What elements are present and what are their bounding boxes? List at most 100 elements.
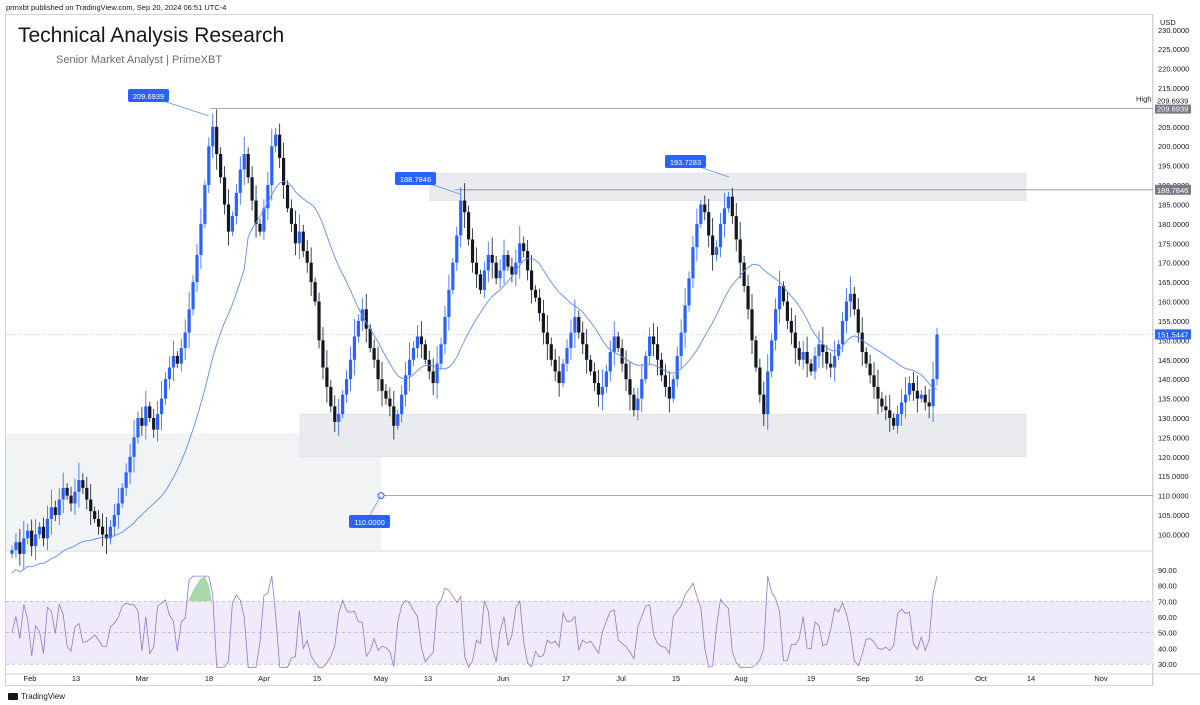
candle xyxy=(892,418,896,426)
y-tick-label: 150.0000 xyxy=(1158,336,1189,345)
candle xyxy=(242,154,246,170)
candle xyxy=(821,344,825,352)
candle xyxy=(140,418,144,426)
candle xyxy=(77,480,81,492)
candle xyxy=(899,402,904,415)
candle xyxy=(415,336,420,349)
candle xyxy=(868,363,872,376)
candle xyxy=(474,262,479,275)
x-tick-label: 15 xyxy=(313,674,321,683)
y-tick-label: 165.0000 xyxy=(1158,278,1189,287)
candle xyxy=(285,185,290,209)
x-tick-label: Jun xyxy=(497,674,509,683)
candle xyxy=(577,317,581,333)
candle xyxy=(730,196,734,217)
candle xyxy=(419,336,423,345)
candle xyxy=(156,414,160,430)
candle xyxy=(356,320,360,337)
candle xyxy=(691,247,695,279)
candle xyxy=(132,437,136,457)
candle xyxy=(561,363,565,384)
tradingview-logo-icon xyxy=(8,693,18,700)
candle xyxy=(813,355,817,372)
candle xyxy=(41,526,46,539)
candle xyxy=(459,200,463,236)
candle xyxy=(655,344,660,360)
y-tick-label: 160.0000 xyxy=(1158,298,1189,307)
candle xyxy=(651,336,656,345)
rsi-tick-label: 80.00 xyxy=(1158,582,1177,591)
y-tick-label: 125.0000 xyxy=(1158,433,1189,442)
last-price-badge xyxy=(1155,329,1191,340)
candle xyxy=(533,289,538,298)
moving-average-line xyxy=(11,180,938,574)
candle xyxy=(616,336,620,349)
candle xyxy=(840,320,845,345)
x-tick-label: Nov xyxy=(1094,674,1108,683)
candle xyxy=(722,208,727,224)
candle xyxy=(758,367,762,395)
candle xyxy=(927,402,931,407)
candle xyxy=(455,235,459,263)
rsi-tick-label: 30.00 xyxy=(1158,660,1177,669)
candle xyxy=(309,262,313,283)
y-tick-label: 180.0000 xyxy=(1158,220,1189,229)
tradingview-footer[interactable]: TradingView xyxy=(8,692,65,701)
callout-box xyxy=(395,172,436,185)
candle xyxy=(171,355,175,368)
candle xyxy=(876,386,880,399)
y-tick-label: 200.0000 xyxy=(1158,142,1189,151)
y-tick-label: 170.0000 xyxy=(1158,259,1189,268)
candle xyxy=(26,530,30,539)
candle xyxy=(238,169,242,193)
chart-title: Technical Analysis Research xyxy=(18,24,285,47)
candle xyxy=(321,340,325,368)
candle xyxy=(699,204,703,224)
candle xyxy=(781,286,786,302)
candle xyxy=(14,542,18,550)
candle xyxy=(207,146,211,186)
y-tick-label: 100.0000 xyxy=(1158,530,1189,539)
publisher-text: prmxbt published on TradingView.com, Sep… xyxy=(6,3,227,12)
candle xyxy=(258,223,262,232)
candle xyxy=(254,200,258,224)
callout-193: 193.7283 xyxy=(670,158,701,167)
candle xyxy=(679,332,683,356)
candle xyxy=(718,223,723,248)
candle xyxy=(120,487,124,504)
candle xyxy=(770,340,774,372)
x-tick-label: 16 xyxy=(915,674,923,683)
y-tick-label: 230.0000 xyxy=(1158,26,1189,35)
candle xyxy=(148,406,152,418)
y-tick-label: 140.0000 xyxy=(1158,375,1189,384)
y-tick-label: 175.0000 xyxy=(1158,239,1189,248)
candle xyxy=(774,309,778,341)
candle xyxy=(89,499,93,512)
candle xyxy=(612,336,616,352)
candle xyxy=(911,383,915,391)
candle xyxy=(230,216,235,232)
candle xyxy=(407,359,412,376)
candle xyxy=(116,503,120,516)
candle xyxy=(801,352,805,360)
candle xyxy=(541,313,545,333)
candle xyxy=(325,367,329,387)
candle xyxy=(585,344,589,360)
candle xyxy=(640,379,644,399)
candle xyxy=(726,196,730,209)
x-tick-label: Apr xyxy=(258,674,270,683)
candle xyxy=(380,379,384,391)
y-tick-label: 130.0000 xyxy=(1158,414,1189,423)
candle xyxy=(234,192,238,217)
candle xyxy=(274,134,278,147)
candle xyxy=(266,185,270,209)
candle xyxy=(620,348,624,364)
candle xyxy=(289,208,294,224)
candle xyxy=(187,309,191,333)
candle xyxy=(199,223,203,255)
callout-leader xyxy=(369,495,382,516)
candle xyxy=(659,359,664,376)
candle xyxy=(10,550,14,554)
candle xyxy=(695,223,699,248)
